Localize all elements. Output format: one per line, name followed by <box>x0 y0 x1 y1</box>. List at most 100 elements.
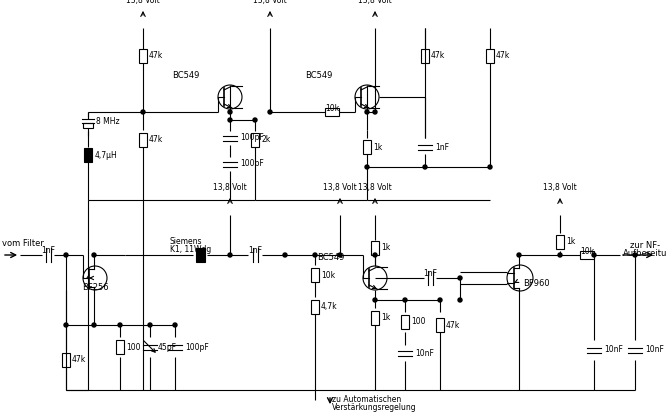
Bar <box>371 241 379 255</box>
Text: 47k: 47k <box>149 135 163 145</box>
Circle shape <box>373 298 377 302</box>
Text: 10k: 10k <box>325 104 339 113</box>
Circle shape <box>118 323 122 327</box>
Text: 8 MHz: 8 MHz <box>96 116 120 126</box>
Text: Siemens: Siemens <box>170 237 202 247</box>
Bar <box>196 248 204 262</box>
Bar <box>139 133 147 147</box>
Text: 1nF: 1nF <box>435 142 449 152</box>
Bar <box>580 251 594 259</box>
Text: 4,7k: 4,7k <box>321 302 338 311</box>
Text: 2k: 2k <box>261 135 270 145</box>
Bar <box>363 140 371 154</box>
Circle shape <box>228 253 232 257</box>
Circle shape <box>438 298 442 302</box>
Text: 10nF: 10nF <box>415 349 434 358</box>
Text: 10nF: 10nF <box>645 346 664 354</box>
Bar <box>311 268 319 282</box>
Text: 13,8 Volt: 13,8 Volt <box>253 0 287 5</box>
Circle shape <box>592 253 596 257</box>
Circle shape <box>338 253 342 257</box>
Bar <box>486 49 494 63</box>
Text: 47k: 47k <box>431 52 446 60</box>
Text: BF960: BF960 <box>523 278 549 287</box>
Bar <box>84 148 92 162</box>
Circle shape <box>313 253 317 257</box>
Text: zu Automatischen: zu Automatischen <box>332 396 401 404</box>
Circle shape <box>373 253 377 257</box>
Circle shape <box>403 298 407 302</box>
Text: 10nF: 10nF <box>604 346 623 354</box>
Text: 1k: 1k <box>373 142 382 152</box>
Bar <box>62 353 70 367</box>
Text: 10k: 10k <box>580 247 594 256</box>
Circle shape <box>228 110 232 114</box>
Text: 13,8 Volt: 13,8 Volt <box>323 183 357 192</box>
Text: 47k: 47k <box>496 52 510 60</box>
Text: 47k: 47k <box>72 356 87 365</box>
Circle shape <box>365 165 369 169</box>
Bar <box>83 123 93 128</box>
Circle shape <box>488 165 492 169</box>
Text: 100: 100 <box>126 342 141 351</box>
Text: 4,7μH: 4,7μH <box>95 150 118 159</box>
Circle shape <box>558 253 562 257</box>
Text: BC549: BC549 <box>317 254 344 263</box>
Text: 13,8 Volt: 13,8 Volt <box>126 0 160 5</box>
Circle shape <box>173 323 177 327</box>
Circle shape <box>141 110 145 114</box>
Text: 1k: 1k <box>381 313 390 323</box>
Circle shape <box>633 253 637 257</box>
Circle shape <box>148 323 152 327</box>
Circle shape <box>268 110 272 114</box>
Text: 13,8 Volt: 13,8 Volt <box>543 183 577 192</box>
Bar <box>401 315 409 329</box>
Circle shape <box>458 298 462 302</box>
Bar <box>371 311 379 325</box>
Bar <box>311 300 319 314</box>
Text: Aufbereitung: Aufbereitung <box>623 249 666 257</box>
Text: 47k: 47k <box>446 320 460 330</box>
Bar <box>556 235 564 249</box>
Text: 10k: 10k <box>321 271 335 280</box>
Text: 45pF: 45pF <box>158 342 177 351</box>
Bar <box>251 133 259 147</box>
Text: 13,8 Volt: 13,8 Volt <box>358 0 392 5</box>
Text: 13,8 Volt: 13,8 Volt <box>358 183 392 192</box>
Circle shape <box>458 276 462 280</box>
Text: 47k: 47k <box>149 52 163 60</box>
Text: 100: 100 <box>411 318 426 327</box>
Circle shape <box>253 118 257 122</box>
Bar <box>325 108 339 116</box>
Text: 100pF: 100pF <box>240 133 264 142</box>
Circle shape <box>517 253 521 257</box>
Bar <box>139 49 147 63</box>
Text: 1k: 1k <box>381 244 390 252</box>
Circle shape <box>423 165 427 169</box>
Circle shape <box>92 323 96 327</box>
Circle shape <box>64 253 68 257</box>
Circle shape <box>64 323 68 327</box>
Text: 1nF: 1nF <box>41 246 55 255</box>
Text: BC549: BC549 <box>305 71 332 79</box>
Text: 13,8 Volt: 13,8 Volt <box>213 183 247 192</box>
Text: 1nF: 1nF <box>423 269 437 278</box>
Text: BF256: BF256 <box>82 283 109 292</box>
Text: 100pF: 100pF <box>185 342 208 351</box>
Text: vom Filter: vom Filter <box>2 239 44 248</box>
Bar <box>436 318 444 332</box>
Text: 1k: 1k <box>566 237 575 247</box>
Circle shape <box>283 253 287 257</box>
Text: Verstärkungsregelung: Verstärkungsregelung <box>332 404 417 413</box>
Circle shape <box>92 253 96 257</box>
Circle shape <box>373 110 377 114</box>
Bar <box>116 340 124 354</box>
Circle shape <box>228 118 232 122</box>
Circle shape <box>365 110 369 114</box>
Text: 100pF: 100pF <box>240 159 264 169</box>
Text: K1, 11Wdg: K1, 11Wdg <box>170 245 211 254</box>
Bar <box>421 49 429 63</box>
Text: 1nF: 1nF <box>248 246 262 255</box>
Text: BC549: BC549 <box>172 71 199 79</box>
Text: zur NF-: zur NF- <box>630 240 660 249</box>
